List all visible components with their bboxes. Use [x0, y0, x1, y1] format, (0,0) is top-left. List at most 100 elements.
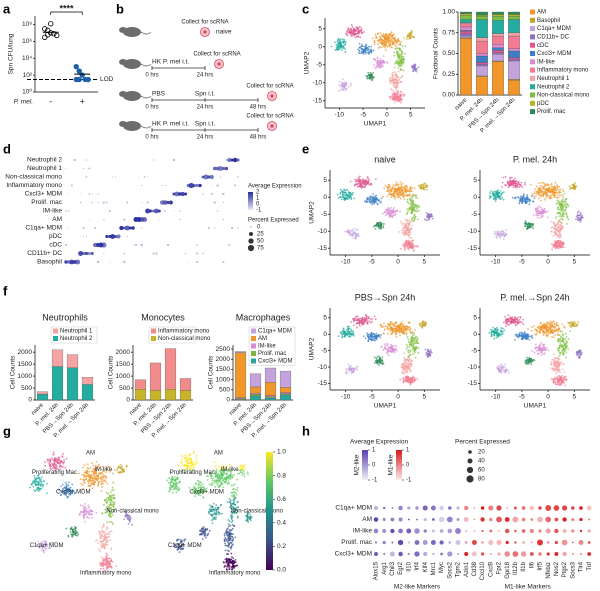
umap-point [400, 95, 402, 98]
umap-point [381, 34, 384, 37]
umap-point [374, 339, 377, 342]
umap-point [406, 185, 409, 188]
umap-point [563, 246, 565, 249]
umap-point [394, 187, 397, 190]
x-tick-label: - [49, 96, 52, 106]
collect-icon [270, 124, 274, 128]
umap-point [392, 41, 394, 44]
umap-point [335, 48, 338, 51]
significance-label: **** [59, 3, 74, 13]
umap-point [502, 198, 505, 201]
umap-point [364, 180, 367, 183]
umap-point [538, 214, 541, 217]
legend-label: Basophil [537, 18, 560, 24]
umap-point [505, 370, 507, 373]
umap-point [387, 210, 390, 212]
size-key-label: 25 [257, 232, 264, 238]
x-axis-label: UMAP1 [364, 121, 387, 128]
umap-point [366, 196, 369, 199]
umap-point [563, 193, 566, 195]
umap-point [561, 374, 564, 377]
umap-point [416, 218, 419, 221]
umap-point [500, 332, 503, 335]
y-tick-label: -15 [468, 245, 478, 252]
umap-point [502, 176, 505, 179]
umap-point [366, 200, 369, 203]
challenge-label: Spn i.t. [195, 91, 215, 98]
umap-point [556, 347, 559, 350]
umap-point [343, 189, 346, 192]
umap-point [352, 191, 354, 194]
umap-point [494, 196, 497, 199]
umap-point [349, 196, 352, 198]
dot [164, 184, 166, 187]
umap-point [382, 226, 385, 229]
umap-point [380, 201, 383, 203]
collect-icon [203, 30, 207, 34]
dot [207, 227, 210, 229]
x-tick-label: 5 [572, 394, 576, 401]
umap-point [338, 89, 341, 92]
legend-swatch [530, 9, 535, 15]
umap-point [411, 377, 414, 380]
umap-point [365, 52, 367, 55]
umap-point [347, 27, 350, 29]
umap-point [563, 377, 566, 380]
y-tick-label: 500 [21, 385, 32, 392]
umap-point [376, 335, 378, 337]
dot [216, 210, 219, 212]
umap-point [518, 319, 521, 321]
umap-point [350, 369, 353, 372]
umap-point [577, 216, 580, 219]
umap-point [534, 343, 537, 346]
umap-point [402, 327, 405, 330]
umap-point [399, 220, 402, 223]
umap-point [410, 190, 413, 193]
umap-point [396, 98, 398, 101]
row-label: CD11b+ DC [27, 250, 62, 257]
umap-point [392, 194, 395, 197]
dot [131, 226, 135, 230]
umap-point [556, 235, 559, 238]
umap-point [357, 176, 360, 179]
umap-point [426, 348, 429, 351]
umap-point [529, 199, 531, 202]
umap-point [406, 210, 409, 213]
dot [216, 184, 219, 187]
umap-point [533, 359, 536, 362]
umap-point [351, 230, 354, 232]
data-point [79, 72, 85, 78]
y-axis-label: UMAP2 [304, 51, 311, 74]
umap-point [406, 198, 409, 201]
umap-point [546, 335, 549, 337]
bar-segment [460, 19, 472, 23]
umap-point [394, 93, 397, 96]
umap-point [352, 234, 354, 236]
umap-point [355, 326, 358, 329]
umap-point [507, 183, 510, 185]
bar-segment [66, 367, 79, 401]
umap-point [538, 197, 540, 200]
legend-label: Prolif. mac [537, 109, 565, 115]
umap-point [520, 181, 523, 184]
umap-point [550, 184, 552, 186]
umap-point [497, 335, 499, 337]
umap-point [403, 352, 406, 355]
umap-point [554, 383, 557, 386]
dot [126, 201, 129, 204]
umap-point [507, 186, 510, 189]
dot [152, 252, 155, 255]
umap-point [361, 51, 364, 53]
dot [108, 210, 111, 212]
umap-point [339, 39, 341, 42]
umap-point [415, 204, 418, 207]
umap-point [412, 206, 414, 209]
umap-point [397, 70, 400, 73]
bar-segment [492, 47, 504, 51]
umap-point [358, 25, 361, 28]
umap-point [368, 183, 371, 186]
umap-point [388, 215, 391, 218]
umap-point [561, 188, 564, 190]
y-tick-label: 0 [28, 397, 32, 404]
umap-point [336, 193, 339, 196]
